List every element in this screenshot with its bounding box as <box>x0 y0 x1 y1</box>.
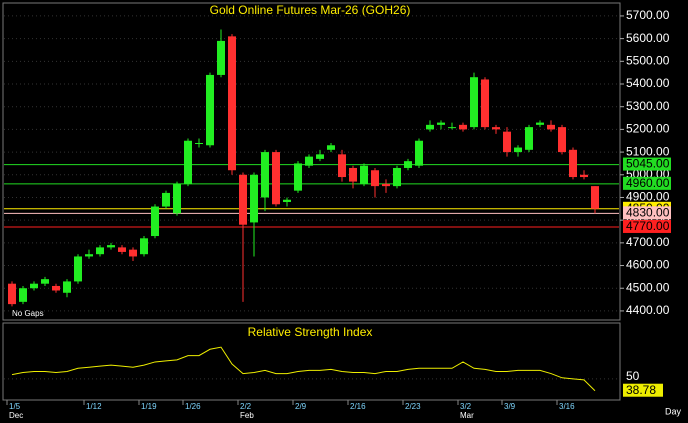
x-tick-label: 3/16 <box>559 402 575 411</box>
candle-body <box>140 238 148 255</box>
x-unit: Day <box>665 406 682 416</box>
candle-body <box>547 124 555 130</box>
x-tick-label: 1/26 <box>185 402 201 411</box>
candle-body <box>349 167 357 182</box>
candle-body <box>217 40 225 75</box>
y-tick-label: 5700.00 <box>626 8 670 22</box>
price-frame <box>2 2 621 321</box>
y-tick-label: 5600.00 <box>626 31 670 45</box>
candle-body <box>558 127 566 153</box>
candle-body <box>437 122 445 125</box>
candle-body <box>63 281 71 293</box>
rsi-title: Relative Strength Index <box>248 325 373 339</box>
candle-body <box>283 199 291 203</box>
x-tick-label: 1/5 <box>9 402 21 411</box>
x-tick-label: 3/2 <box>460 402 472 411</box>
candle-body <box>536 122 544 125</box>
candle-body <box>569 149 577 178</box>
month-label: Dec <box>9 411 23 420</box>
candle-body <box>503 131 511 153</box>
y-tick-label: 50 <box>626 369 640 383</box>
level-label: 5045.00 <box>626 157 670 171</box>
y-tick-label: 5400.00 <box>626 76 670 90</box>
x-tick-label: 1/19 <box>141 402 157 411</box>
candle-body <box>184 140 192 184</box>
level-label: 4960.00 <box>626 176 670 190</box>
x-tick-label: 3/9 <box>504 402 516 411</box>
candle-body <box>129 249 137 257</box>
candle-body <box>580 174 588 178</box>
candle-body <box>525 127 533 150</box>
candle-body <box>206 74 214 146</box>
candle-body <box>591 186 599 209</box>
month-label: Feb <box>240 411 254 420</box>
candle-body <box>305 156 313 166</box>
candle-body <box>327 145 335 150</box>
candle-body <box>294 163 302 191</box>
rsi-frame <box>2 322 621 401</box>
candle-body <box>514 147 522 153</box>
x-tick-label: 2/16 <box>350 402 366 411</box>
y-tick-label: 4500.00 <box>626 280 670 294</box>
candle-body <box>415 140 423 166</box>
level-label: 4770.00 <box>626 219 670 233</box>
candle-body <box>316 154 324 159</box>
candle-body <box>272 152 280 205</box>
x-tick-label: 2/23 <box>405 402 421 411</box>
last-value-box <box>623 383 663 397</box>
candle-body <box>338 154 346 178</box>
candle-body <box>250 174 258 223</box>
candle-body <box>371 170 379 187</box>
candle-body <box>19 288 27 302</box>
candle-body <box>481 79 489 128</box>
level-label-box <box>623 157 671 171</box>
x-tick-label: 2/9 <box>295 402 307 411</box>
candle-body <box>360 165 368 184</box>
candle-body <box>118 247 126 252</box>
candle-body <box>41 279 49 284</box>
candle-body <box>228 36 236 171</box>
candle-body <box>151 206 159 237</box>
chart-title: Gold Online Futures Mar-26 (GOH26) <box>210 3 411 17</box>
candle-body <box>30 283 38 289</box>
candle-body <box>261 152 269 198</box>
candle-body <box>426 124 434 130</box>
candle-body <box>239 174 247 225</box>
candle-body <box>492 127 500 130</box>
candle-body <box>107 245 115 248</box>
y-tick-label: 4400.00 <box>626 303 670 317</box>
candle-body <box>195 143 203 145</box>
candle-body <box>382 183 390 187</box>
candle-body <box>448 127 456 129</box>
x-tick-label: 1/12 <box>86 402 102 411</box>
candle-body <box>459 124 467 130</box>
rsi-line <box>11 346 596 392</box>
candle-body <box>393 167 401 187</box>
x-tick-label: 2/2 <box>240 402 252 411</box>
no-gaps-note: No Gaps <box>12 309 44 318</box>
level-label-box <box>623 219 671 233</box>
candle-body <box>470 77 478 128</box>
candle-body <box>404 161 412 168</box>
candle-body <box>162 192 170 207</box>
y-tick-label: 4900.00 <box>626 190 670 204</box>
month-label: Mar <box>460 411 474 420</box>
y-tick-label: 5300.00 <box>626 99 670 113</box>
last-value-label: 38.78 <box>626 383 656 397</box>
candle-body <box>96 247 104 255</box>
y-tick-label: 5100.00 <box>626 144 670 158</box>
level-label-box <box>623 206 671 220</box>
candle-body <box>74 256 82 282</box>
y-tick-label: 5200.00 <box>626 122 670 136</box>
level-label-box <box>623 176 671 190</box>
y-tick-label: 5500.00 <box>626 53 670 67</box>
level-label: 4830.00 <box>626 206 670 220</box>
candle-body <box>8 283 16 305</box>
candle-body <box>173 183 181 214</box>
y-tick-label: 4700.00 <box>626 235 670 249</box>
candle-body <box>52 285 60 291</box>
candle-body <box>85 254 93 257</box>
y-tick-label: 4600.00 <box>626 258 670 272</box>
